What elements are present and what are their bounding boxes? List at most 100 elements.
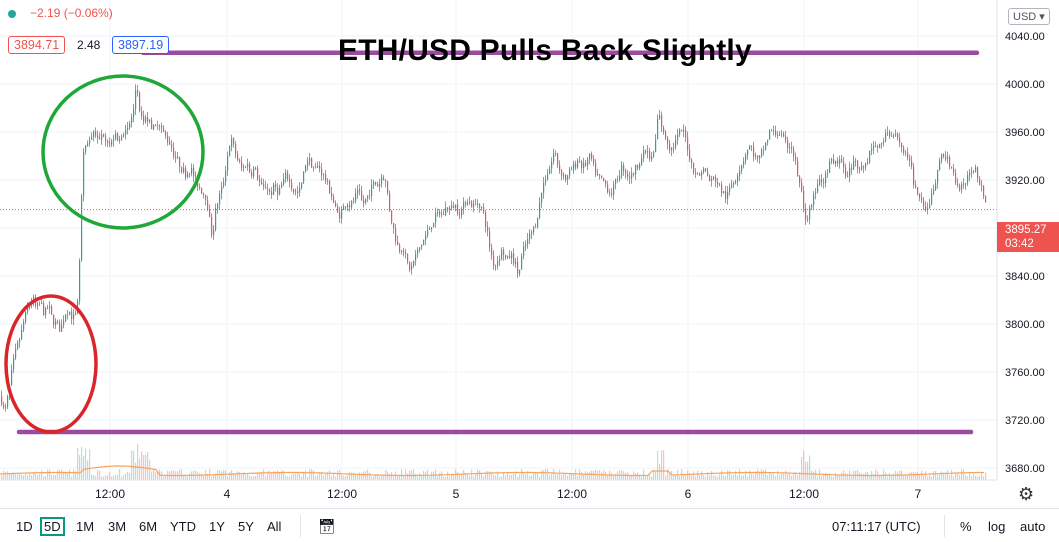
candle-body [103, 134, 105, 137]
candle-body [265, 186, 267, 189]
volume-bar [77, 447, 79, 480]
gear-icon[interactable]: ⚙ [1018, 484, 1035, 504]
candle-body [945, 156, 947, 160]
candle-body [399, 245, 401, 252]
candle-body [47, 308, 49, 309]
candle-body [121, 136, 123, 140]
volume-bar [627, 472, 629, 480]
red-circle-annotation[interactable] [4, 294, 98, 434]
last-price-label: 3895.27 03:42 [997, 222, 1059, 252]
calendar-icon[interactable]: 📅︎ [318, 518, 336, 534]
currency-selector[interactable]: USD ▾ [1008, 8, 1050, 25]
volume-bar [485, 471, 487, 480]
y-tick-label: 4000.00 [1005, 79, 1045, 91]
timeframe-1d[interactable]: 1D [16, 519, 33, 534]
candle-body [801, 183, 803, 192]
volume-bar [931, 476, 933, 480]
candle-body [377, 184, 379, 187]
volume-bar [639, 474, 641, 480]
volume-bar [421, 475, 423, 480]
timeframe-all[interactable]: All [267, 519, 282, 534]
auto-toggle[interactable]: auto [1020, 519, 1046, 534]
timeframe-6m[interactable]: 6M [139, 519, 158, 534]
candle-body [141, 110, 143, 116]
timeframe-1y[interactable]: 1Y [209, 519, 225, 534]
candle-body [39, 303, 41, 305]
timeframe-5y[interactable]: 5Y [238, 519, 254, 534]
volume-bar [265, 476, 267, 480]
candle-body [327, 180, 329, 182]
volume-bar [749, 470, 751, 480]
volume-bar [733, 474, 735, 480]
candle-body [435, 212, 437, 223]
volume-bar [121, 476, 123, 480]
utc-clock[interactable]: 07:11:17 (UTC) [832, 519, 921, 534]
volume-bar [241, 474, 243, 480]
volume-bar [813, 471, 815, 480]
volume-bar [661, 450, 663, 480]
timeframe-5d[interactable]: 5D [40, 517, 65, 536]
timeframe-1m[interactable]: 1M [76, 519, 95, 534]
timeframe-3m[interactable]: 3M [108, 519, 127, 534]
volume-bar [965, 474, 967, 480]
volume-bar [757, 469, 759, 480]
candle-body [809, 207, 811, 220]
candle-body [195, 175, 197, 177]
candle-body [721, 184, 723, 193]
candle-body [503, 249, 505, 255]
log-toggle[interactable]: log [988, 519, 1006, 534]
candle-body [203, 193, 205, 195]
volume-bar [701, 471, 703, 480]
candle-body [663, 127, 665, 133]
volume-bar [697, 470, 699, 480]
candle-body [411, 265, 413, 270]
volume-bar [259, 473, 261, 480]
candle-body [383, 177, 385, 181]
volume-bar [963, 469, 965, 480]
volume-bar [283, 471, 285, 480]
candle-body [159, 126, 161, 127]
candle-body [775, 130, 777, 136]
percent-toggle[interactable]: % [960, 519, 972, 534]
candle-body [397, 241, 399, 246]
volume-bar [23, 475, 25, 480]
volume-bar [767, 475, 769, 480]
candle-body [239, 159, 241, 162]
volume-bar [755, 471, 757, 480]
candle-body [699, 173, 701, 176]
candle-body [467, 202, 469, 205]
candle-body [93, 131, 95, 138]
volume-bar [267, 471, 269, 480]
volume-bar [959, 474, 961, 480]
candle-body [869, 150, 871, 163]
candle-body [57, 321, 59, 323]
green-circle-annotation[interactable] [41, 74, 205, 230]
candle-body [217, 204, 219, 209]
volume-bar [765, 469, 767, 480]
candle-body [819, 179, 821, 185]
candle-body [133, 109, 135, 118]
candle-body [175, 156, 177, 159]
candle-body [249, 163, 251, 173]
volume-bar [925, 470, 927, 480]
volume-bar [961, 469, 963, 480]
volume-bar [207, 473, 209, 480]
candle-body [349, 205, 351, 208]
volume-bar [535, 473, 537, 480]
timeframe-ytd[interactable]: YTD [170, 519, 196, 534]
candle-body [347, 205, 349, 208]
volume-bar [567, 475, 569, 480]
volume-bar [715, 475, 717, 480]
volume-bar [377, 473, 379, 480]
volume-bar [475, 473, 477, 480]
volume-bar [93, 474, 95, 480]
volume-bar [407, 473, 409, 480]
bid-price[interactable]: 3894.71 [8, 36, 66, 54]
volume-bar [605, 471, 607, 480]
ask-price[interactable]: 3897.19 [112, 36, 170, 54]
candle-body [275, 184, 277, 188]
volume-bar [157, 470, 159, 480]
candle-body [109, 143, 111, 145]
volume-bar [233, 473, 235, 480]
